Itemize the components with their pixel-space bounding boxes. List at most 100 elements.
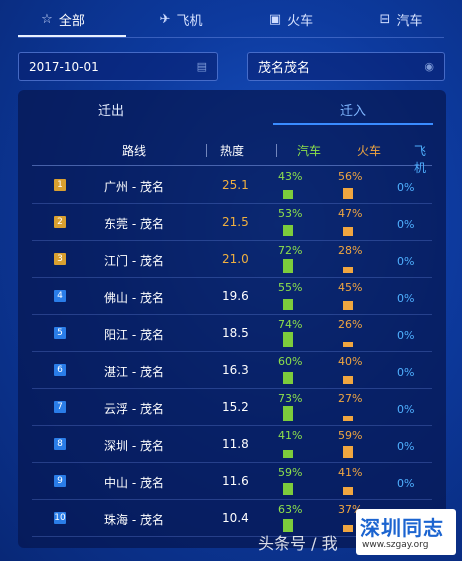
tab-car[interactable]: ⊟ 汽车 xyxy=(346,0,456,38)
tab-all-label: 全部 xyxy=(58,13,85,29)
tab-in[interactable]: 迁入 xyxy=(340,104,367,119)
car-share-bar xyxy=(283,259,293,273)
plane-percent: 0% xyxy=(397,440,415,453)
route-label: 珠海 - 茂名 xyxy=(104,513,164,527)
route-label: 东莞 - 茂名 xyxy=(104,217,164,231)
header-train: 火车 xyxy=(357,144,382,158)
train-percent: 41% xyxy=(338,466,363,479)
date-value: 2017-10-01 xyxy=(29,59,99,74)
logo-url: www.szgay.org xyxy=(362,540,429,550)
table-row: 8 深圳 - 茂名 11.8 41% 59% 0% xyxy=(32,426,432,463)
car-share-bar xyxy=(283,299,293,310)
watermark-text: 头条号 / 我 xyxy=(258,534,338,553)
heat-value: 16.3 xyxy=(222,363,249,377)
heat-value: 21.5 xyxy=(222,215,249,229)
rank-badge: 5 xyxy=(54,327,66,339)
table-header: 路线 热度 汽车 火车 飞机 xyxy=(32,134,432,175)
tab-train-label: 火车 xyxy=(287,13,314,29)
rank-badge: 1 xyxy=(54,179,66,191)
car-share-bar xyxy=(283,519,293,532)
train-icon: ▣ xyxy=(268,11,282,27)
table-row: 7 云浮 - 茂名 15.2 73% 27% 0% xyxy=(32,389,432,426)
tab-plane-label: 飞机 xyxy=(176,13,203,29)
table-row: 1 广州 - 茂名 25.1 43% 56% 0% xyxy=(32,167,432,204)
train-percent: 47% xyxy=(338,207,363,220)
tab-car-label: 汽车 xyxy=(396,13,423,29)
header-separator xyxy=(276,144,277,157)
tab-all[interactable]: ☆ 全部 xyxy=(0,0,126,38)
table-row: 4 佛山 - 茂名 19.6 55% 45% 0% xyxy=(32,278,432,315)
heat-value: 15.2 xyxy=(222,400,249,414)
train-percent: 59% xyxy=(338,429,363,442)
rank-badge: 10 xyxy=(54,512,66,524)
train-share-bar xyxy=(343,416,353,421)
train-share-bar xyxy=(343,227,353,236)
rank-badge: 9 xyxy=(54,475,66,487)
tab-train[interactable]: ▣ 火车 xyxy=(236,0,346,38)
rank-badge: 7 xyxy=(54,401,66,413)
table-row: 9 中山 - 茂名 11.6 59% 41% 0% xyxy=(32,463,432,500)
train-share-bar xyxy=(343,342,353,347)
car-percent: 60% xyxy=(278,355,303,368)
header-plane: 飞机 xyxy=(414,144,427,175)
train-share-bar xyxy=(343,376,353,384)
train-share-bar xyxy=(343,267,353,273)
header-heat: 热度 xyxy=(220,144,245,158)
header-car: 汽车 xyxy=(297,144,322,158)
rank-badge: 2 xyxy=(54,216,66,228)
tab-out[interactable]: 迁出 xyxy=(98,104,125,119)
plane-percent: 0% xyxy=(397,181,415,194)
route-label: 广州 - 茂名 xyxy=(104,180,164,194)
train-percent: 56% xyxy=(338,170,363,183)
car-share-bar xyxy=(283,450,293,458)
plane-percent: 0% xyxy=(397,477,415,490)
car-percent: 72% xyxy=(278,244,303,257)
rank-badge: 3 xyxy=(54,253,66,265)
car-percent: 55% xyxy=(278,281,303,294)
train-share-bar xyxy=(343,188,353,199)
train-percent: 26% xyxy=(338,318,363,331)
plane-percent: 0% xyxy=(397,218,415,231)
heat-value: 18.5 xyxy=(222,326,249,340)
car-share-bar xyxy=(283,190,293,199)
heat-value: 10.4 xyxy=(222,511,249,525)
header-separator xyxy=(206,144,207,157)
watermark-logo: 深圳同志 www.szgay.org xyxy=(356,509,456,555)
train-share-bar xyxy=(343,446,353,458)
car-share-bar xyxy=(283,225,293,236)
plane-percent: 0% xyxy=(397,403,415,416)
car-share-bar xyxy=(283,406,293,421)
route-label: 湛江 - 茂名 xyxy=(104,365,164,379)
migration-panel: 迁出 迁入 路线 热度 汽车 火车 飞机 1 广州 - 茂名 25.1 43% 56% 0… xyxy=(18,90,446,548)
car-percent: 43% xyxy=(278,170,303,183)
tab-divider xyxy=(18,37,444,38)
route-label: 中山 - 茂名 xyxy=(104,476,164,490)
heat-value: 19.6 xyxy=(222,289,249,303)
route-label: 佛山 - 茂名 xyxy=(104,291,164,305)
car-percent: 74% xyxy=(278,318,303,331)
header-route: 路线 xyxy=(122,144,147,158)
star-icon: ☆ xyxy=(41,11,53,27)
car-percent: 63% xyxy=(278,503,303,516)
heat-value: 25.1 xyxy=(222,178,249,192)
table-row: 5 阳江 - 茂名 18.5 74% 26% 0% xyxy=(32,315,432,352)
train-share-bar xyxy=(343,525,353,532)
date-field[interactable]: 2017-10-01 ▤ xyxy=(18,52,218,81)
train-share-bar xyxy=(343,301,353,310)
car-percent: 41% xyxy=(278,429,303,442)
train-percent: 40% xyxy=(338,355,363,368)
city-field[interactable]: 茂名茂名 ◉ xyxy=(247,52,445,81)
route-label: 云浮 - 茂名 xyxy=(104,402,164,416)
rank-badge: 6 xyxy=(54,364,66,376)
table-row: 3 江门 - 茂名 21.0 72% 28% 0% xyxy=(32,241,432,278)
heat-value: 11.6 xyxy=(222,474,249,488)
table-row: 6 湛江 - 茂名 16.3 60% 40% 0% xyxy=(32,352,432,389)
direction-indicator xyxy=(273,123,433,125)
table-row: 2 东莞 - 茂名 21.5 53% 47% 0% xyxy=(32,204,432,241)
calendar-icon: ▤ xyxy=(196,60,207,73)
plane-percent: 0% xyxy=(397,366,415,379)
route-label: 阳江 - 茂名 xyxy=(104,328,164,342)
plane-percent: 0% xyxy=(397,292,415,305)
plane-percent: 0% xyxy=(397,329,415,342)
tab-plane[interactable]: ✈ 飞机 xyxy=(126,0,236,38)
